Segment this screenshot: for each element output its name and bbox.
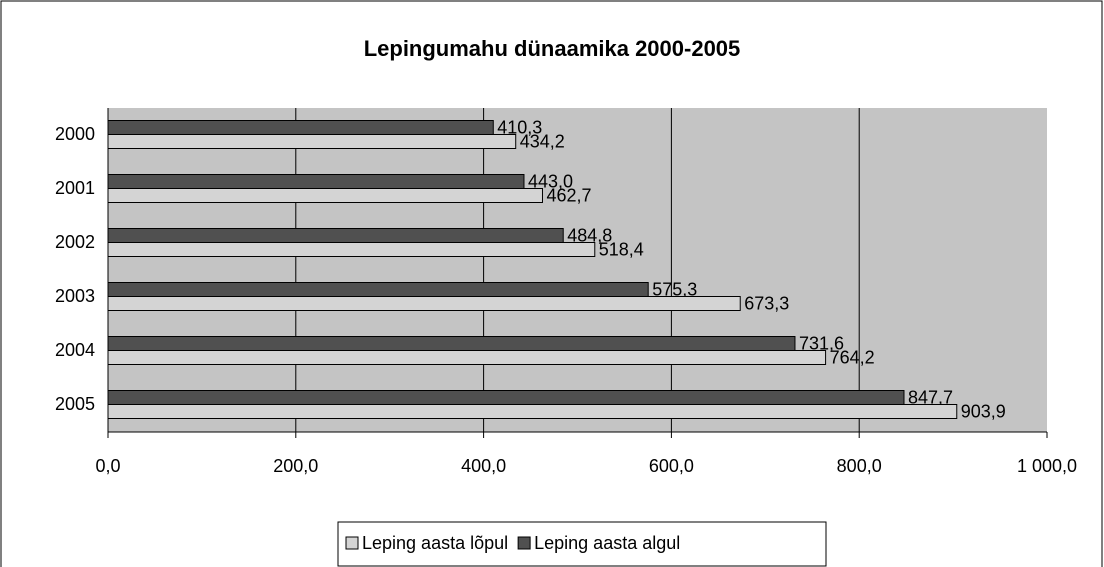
value-label: 903,9 [961,401,1006,421]
legend-label: Leping aasta algul [534,533,680,553]
bar [107,242,596,257]
y-tick-label: 2003 [55,286,95,306]
legend-swatch [345,536,359,550]
plot-area [108,108,1047,432]
x-tick-label: 600,0 [649,456,694,476]
y-tick-label: 2000 [55,124,95,144]
x-tick-label: 1 000,0 [1017,456,1077,476]
bar [107,404,958,419]
bar [107,282,649,297]
bar [107,228,564,243]
y-tick-label: 2005 [55,394,95,414]
y-tick-label: 2002 [55,232,95,252]
bar [107,390,905,405]
value-label: 575,3 [652,279,697,299]
x-tick-label: 800,0 [837,456,882,476]
value-label: 731,6 [799,333,844,353]
bar [107,120,494,135]
bar [107,296,741,311]
y-tick-label: 2001 [55,178,95,198]
value-label: 764,2 [830,347,875,367]
legend-box [337,521,827,567]
value-label: 518,4 [599,239,644,259]
legend-label: Leping aasta lõpul [362,533,508,553]
bar [107,188,543,203]
value-label: 673,3 [744,293,789,313]
chart-title: Lepingumahu dünaamika 2000-2005 [364,36,741,61]
value-label: 443,0 [528,171,573,191]
value-label: 434,2 [520,131,565,151]
x-tick-label: 0,0 [95,456,120,476]
x-tick-label: 200,0 [273,456,318,476]
bar [107,134,517,149]
bar [107,174,525,189]
x-tick-label: 400,0 [461,456,506,476]
y-tick-label: 2004 [55,340,95,360]
value-label: 847,7 [908,387,953,407]
value-label: 410,3 [497,117,542,137]
legend-swatch [517,536,531,550]
bar [107,350,827,365]
value-label: 462,7 [546,185,591,205]
bar [107,336,796,351]
value-label: 484,8 [567,225,612,245]
